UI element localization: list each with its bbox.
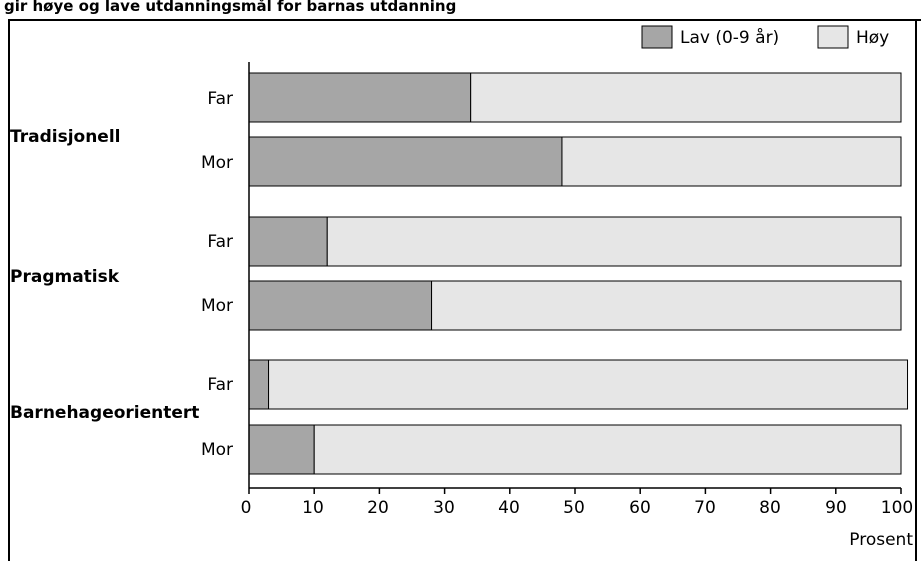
x-tick-label-0: 0 — [241, 498, 252, 518]
x-tick-label-100: 100 — [881, 498, 913, 518]
x-axis-unit-label: Prosent — [849, 530, 913, 550]
bar-lav-pragmatisk-mor — [248, 280, 433, 331]
bar-lav-barnehageorientert-mor — [248, 424, 315, 475]
bar-hoy-barnehageorientert-far — [268, 359, 909, 410]
bars — [248, 72, 909, 475]
x-tick-label-30: 30 — [433, 498, 455, 518]
x-tick-label-50: 50 — [563, 498, 585, 518]
x-tick-label-10: 10 — [302, 498, 324, 518]
legend-label-lav: Lav (0-9 år) — [680, 27, 779, 48]
row-label-far: Far — [207, 375, 233, 395]
row-label-mor: Mor — [201, 153, 233, 173]
row-label-mor: Mor — [201, 296, 233, 316]
legend-swatch-lav — [641, 25, 673, 49]
row-label-far: Far — [207, 89, 233, 109]
bar-hoy-pragmatisk-mor — [431, 280, 902, 331]
bar-hoy-tradisjonell-mor — [561, 136, 902, 187]
group-label-barnehageorientert: Barnehageorientert — [10, 403, 199, 423]
x-tick-label-40: 40 — [498, 498, 520, 518]
row-label-far: Far — [207, 232, 233, 252]
figure-caption: gir høye og lave utdanningsmål for barna… — [4, 0, 456, 15]
group-labels: Tradisjonell Pragmatisk Barnehageoriente… — [10, 127, 199, 423]
legend-swatch-hoy — [817, 25, 849, 49]
x-ticks — [248, 488, 902, 494]
row-label-mor: Mor — [201, 440, 233, 460]
group-label-tradisjonell: Tradisjonell — [10, 127, 121, 147]
x-tick-label-90: 90 — [825, 498, 847, 518]
bar-lav-tradisjonell-mor — [248, 136, 563, 187]
row-labels: Far Mor Far Mor Far Mor — [201, 89, 233, 460]
x-tick-label-80: 80 — [759, 498, 781, 518]
x-tick-label-70: 70 — [694, 498, 716, 518]
bar-lav-pragmatisk-far — [248, 216, 328, 267]
x-tick-label-20: 20 — [367, 498, 389, 518]
bar-hoy-pragmatisk-far — [326, 216, 902, 267]
bar-lav-tradisjonell-far — [248, 72, 472, 123]
legend: Lav (0-9 år) Høy — [641, 25, 889, 49]
x-tick-label-60: 60 — [629, 498, 651, 518]
bar-hoy-barnehageorientert-mor — [313, 424, 902, 475]
bar-lav-barnehageorientert-far — [248, 359, 270, 410]
x-axis: 0 10 20 30 40 50 60 70 80 90 100 Prosent — [241, 62, 913, 550]
bar-hoy-tradisjonell-far — [470, 72, 902, 123]
group-label-pragmatisk: Pragmatisk — [10, 267, 120, 287]
legend-label-hoy: Høy — [856, 28, 889, 48]
